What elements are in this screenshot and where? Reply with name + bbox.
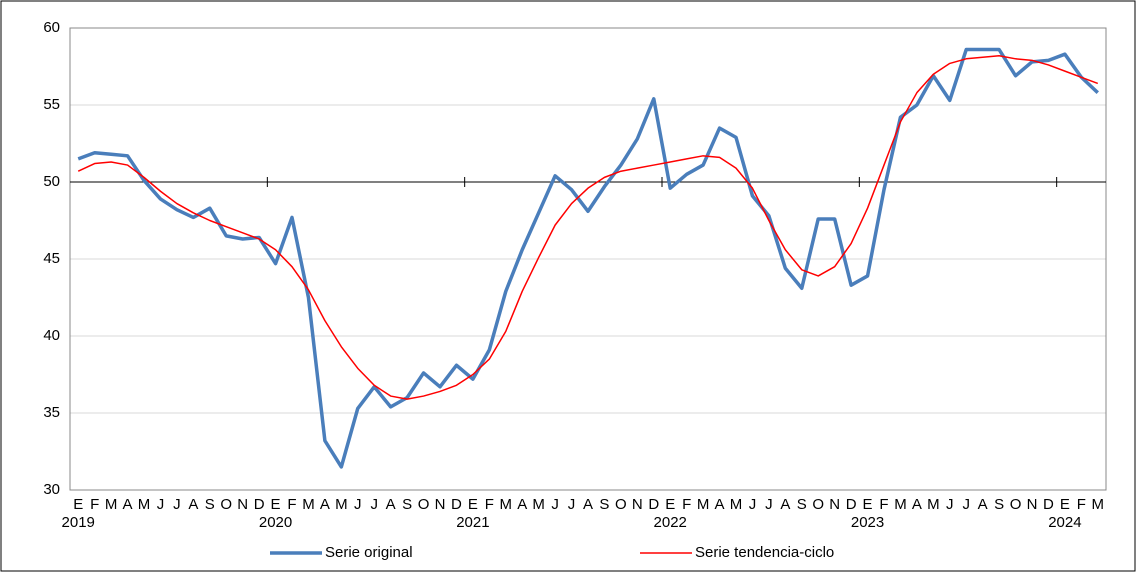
y-tick-label: 55 xyxy=(43,96,60,113)
x-tick-label: N xyxy=(1027,496,1038,513)
x-tick-label: F xyxy=(90,496,99,513)
x-tick-label: J xyxy=(157,496,165,513)
y-tick-label: 45 xyxy=(43,250,60,267)
x-tick-label: M xyxy=(894,496,907,513)
x-tick-label: D xyxy=(451,496,462,513)
x-tick-label: E xyxy=(1060,496,1070,513)
x-tick-label: M xyxy=(335,496,348,513)
x-tick-label: F xyxy=(879,496,888,513)
x-tick-label: N xyxy=(829,496,840,513)
x-tick-label: F xyxy=(682,496,691,513)
x-tick-label: A xyxy=(583,496,593,513)
x-tick-label: F xyxy=(485,496,494,513)
x-tick-label: F xyxy=(287,496,296,513)
x-tick-label: S xyxy=(599,496,609,513)
year-label: 2024 xyxy=(1048,514,1081,531)
x-tick-label: N xyxy=(632,496,643,513)
x-tick-label: O xyxy=(615,496,627,513)
x-tick-label: M xyxy=(697,496,710,513)
x-tick-label: D xyxy=(846,496,857,513)
x-tick-label: M xyxy=(927,496,940,513)
x-tick-label: S xyxy=(994,496,1004,513)
x-tick-label: A xyxy=(386,496,396,513)
x-tick-label: A xyxy=(978,496,988,513)
x-tick-label: M xyxy=(730,496,743,513)
year-label: 2020 xyxy=(259,514,292,531)
x-tick-label: D xyxy=(648,496,659,513)
x-tick-label: O xyxy=(812,496,824,513)
x-tick-label: J xyxy=(568,496,576,513)
year-label: 2019 xyxy=(62,514,95,531)
x-tick-label: M xyxy=(302,496,315,513)
x-tick-label: D xyxy=(1043,496,1054,513)
x-tick-label: M xyxy=(500,496,513,513)
x-tick-label: E xyxy=(73,496,83,513)
x-tick-label: O xyxy=(418,496,430,513)
x-tick-label: A xyxy=(715,496,725,513)
x-tick-label: M xyxy=(138,496,151,513)
x-tick-label: M xyxy=(105,496,118,513)
year-label: 2021 xyxy=(456,514,489,531)
x-tick-label: E xyxy=(665,496,675,513)
x-tick-label: E xyxy=(271,496,281,513)
series-line xyxy=(77,54,1099,400)
x-tick-label: A xyxy=(123,496,133,513)
x-tick-label: J xyxy=(749,496,757,513)
x-tick-label: J xyxy=(551,496,559,513)
plot-area xyxy=(69,27,1107,491)
x-tick-label: E xyxy=(863,496,873,513)
legend-label: Serie tendencia-ciclo xyxy=(695,544,834,561)
x-tick-label: S xyxy=(205,496,215,513)
series-line xyxy=(77,47,1099,469)
x-tick-label: M xyxy=(532,496,545,513)
y-tick-label: 50 xyxy=(43,173,60,190)
y-tick-label: 30 xyxy=(43,481,60,498)
x-tick-label: J xyxy=(173,496,181,513)
x-tick-label: N xyxy=(435,496,446,513)
x-tick-label: A xyxy=(188,496,198,513)
x-tick-label: S xyxy=(797,496,807,513)
x-tick-label: S xyxy=(402,496,412,513)
x-tick-label: D xyxy=(254,496,265,513)
x-tick-label: N xyxy=(237,496,248,513)
x-tick-label: A xyxy=(780,496,790,513)
x-tick-label: O xyxy=(220,496,232,513)
y-tick-label: 60 xyxy=(43,19,60,36)
x-tick-label: A xyxy=(320,496,330,513)
x-tick-label: J xyxy=(946,496,954,513)
x-tick-label: F xyxy=(1077,496,1086,513)
x-tick-label: J xyxy=(962,496,970,513)
x-tick-label: O xyxy=(1010,496,1022,513)
year-label: 2023 xyxy=(851,514,884,531)
x-tick-label: M xyxy=(1092,496,1105,513)
y-tick-label: 35 xyxy=(43,404,60,421)
x-tick-label: J xyxy=(765,496,773,513)
x-tick-label: A xyxy=(912,496,922,513)
legend-label: Serie original xyxy=(325,544,413,561)
x-tick-label: J xyxy=(354,496,362,513)
x-tick-label: A xyxy=(517,496,527,513)
x-tick-label: E xyxy=(468,496,478,513)
x-tick-label: J xyxy=(370,496,378,513)
year-label: 2022 xyxy=(654,514,687,531)
y-tick-label: 40 xyxy=(43,327,60,344)
